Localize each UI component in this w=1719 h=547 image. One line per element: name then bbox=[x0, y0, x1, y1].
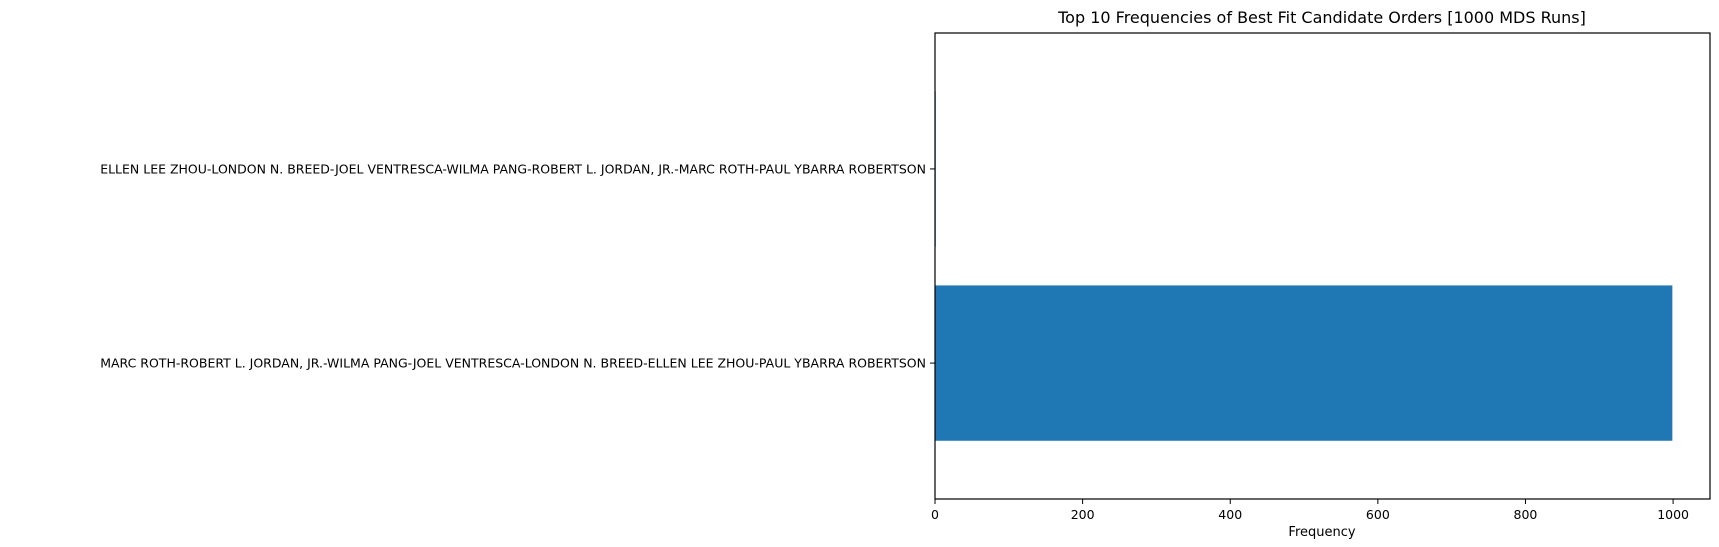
y-tick-label-1: ELLEN LEE ZHOU-LONDON N. BREED-JOEL VENT… bbox=[100, 161, 926, 176]
x-axis: 0 200 400 600 800 1000 bbox=[931, 499, 1689, 522]
x-tick-label-4: 800 bbox=[1514, 507, 1538, 522]
bar-0 bbox=[935, 285, 1673, 441]
y-axis: MARC ROTH-ROBERT L. JORDAN, JR.-WILMA PA… bbox=[100, 161, 935, 371]
y-tick-label-0: MARC ROTH-ROBERT L. JORDAN, JR.-WILMA PA… bbox=[100, 356, 926, 371]
x-tick-label-3: 600 bbox=[1366, 507, 1390, 522]
x-tick-label-1: 200 bbox=[1071, 507, 1095, 522]
x-tick-label-5: 1000 bbox=[1657, 507, 1689, 522]
x-tick-label-2: 400 bbox=[1218, 507, 1242, 522]
plot-frame bbox=[934, 32, 1711, 500]
x-axis-label: Frequency bbox=[1288, 525, 1355, 540]
x-tick-label-0: 0 bbox=[931, 507, 939, 522]
bars-layer bbox=[935, 91, 1673, 441]
chart-title: Top 10 Frequencies of Best Fit Candidate… bbox=[1057, 8, 1586, 27]
